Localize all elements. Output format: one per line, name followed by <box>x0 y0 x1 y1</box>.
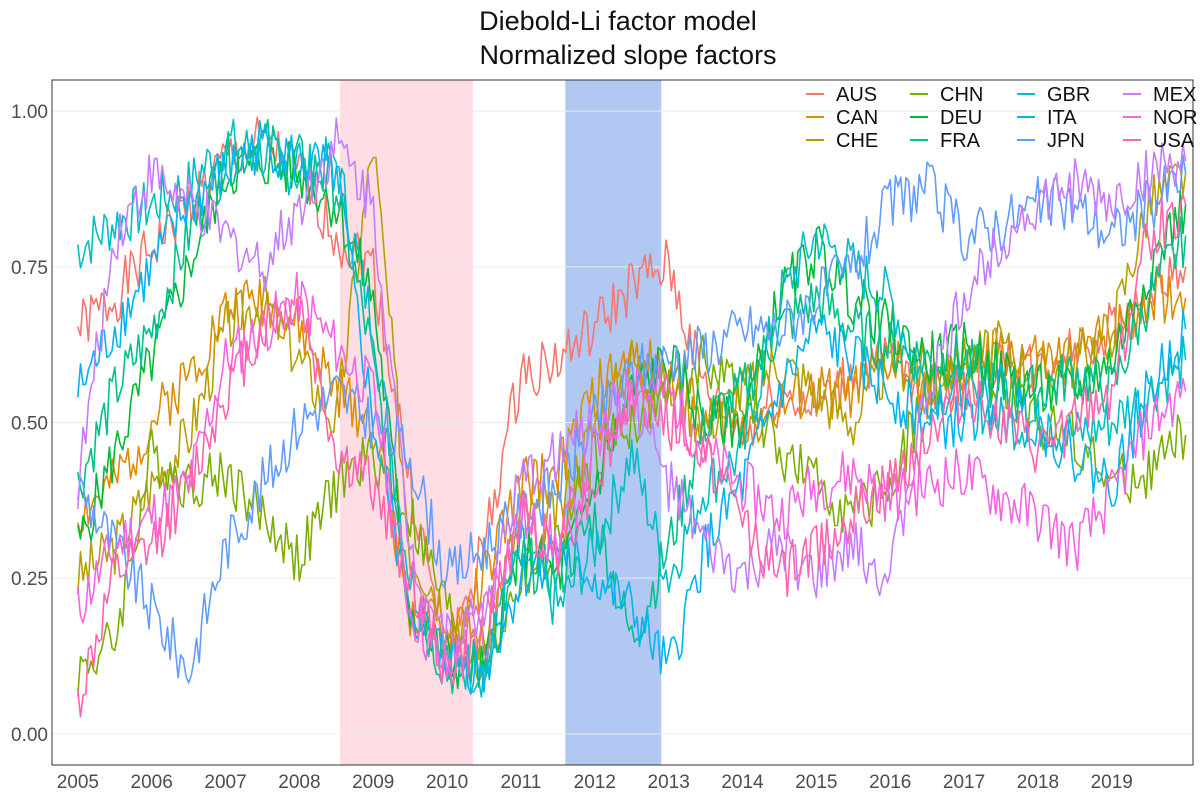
x-tick-label: 2006 <box>131 772 173 793</box>
legend-label-nor: NOR <box>1153 107 1197 129</box>
x-tick-label: 2018 <box>1017 772 1059 793</box>
legend-label-mex: MEX <box>1153 84 1196 106</box>
y-tick-label: 0.00 <box>11 725 48 746</box>
y-axis-ticks: 0.00 0.25 0.50 0.75 1.00 <box>11 102 48 746</box>
series-line-usa <box>77 193 1187 718</box>
x-tick-label: 2014 <box>721 772 764 793</box>
plot-border <box>51 79 1194 766</box>
x-tick-label: 2008 <box>278 772 320 793</box>
legend-label-ita: ITA <box>1047 107 1077 129</box>
x-tick-label: 2005 <box>57 772 99 793</box>
x-tick-label: 2011 <box>501 772 542 793</box>
y-tick-label: 0.50 <box>11 414 48 435</box>
x-tick-label: 2015 <box>795 772 837 793</box>
x-tick-label: 2013 <box>648 772 690 793</box>
legend-label-usa: USA <box>1153 130 1195 152</box>
series-line-mex <box>77 117 1187 661</box>
x-tick-label: 2017 <box>943 772 985 793</box>
series-line-ita <box>77 120 1187 695</box>
y-tick-label: 0.75 <box>11 258 48 279</box>
x-tick-label: 2016 <box>869 772 911 793</box>
legend-label-che: CHE <box>836 130 878 152</box>
x-tick-label: 2010 <box>426 772 468 793</box>
series-lines <box>77 116 1187 718</box>
legend-label-chn: CHN <box>940 84 983 106</box>
legend-label-jpn: JPN <box>1047 130 1085 152</box>
legend-label-can: CAN <box>836 107 878 129</box>
x-tick-label: 2007 <box>204 772 246 793</box>
chart-subtitle: Normalized slope factors <box>479 40 776 70</box>
x-tick-label: 2012 <box>574 772 616 793</box>
series-line-fra <box>77 119 1187 695</box>
series-line-jpn <box>77 154 1187 684</box>
series-line-gbr <box>77 118 1187 698</box>
legend-label-gbr: GBR <box>1047 84 1090 106</box>
legend-label-deu: DEU <box>940 107 982 129</box>
x-tick-label: 2009 <box>352 772 394 793</box>
y-tick-label: 0.25 <box>11 569 48 590</box>
legend-label-aus: AUS <box>836 84 877 106</box>
x-axis-ticks: 2005 2006 2007 2008 2009 2010 2011 2012 2013 2014… <box>57 772 1133 793</box>
legend-label-fra: FRA <box>940 130 981 152</box>
y-tick-label: 1.00 <box>11 102 48 123</box>
series-line-che <box>77 156 1187 661</box>
chart-title: Diebold-Li factor model <box>479 6 757 36</box>
x-tick-label: 2019 <box>1091 772 1133 793</box>
